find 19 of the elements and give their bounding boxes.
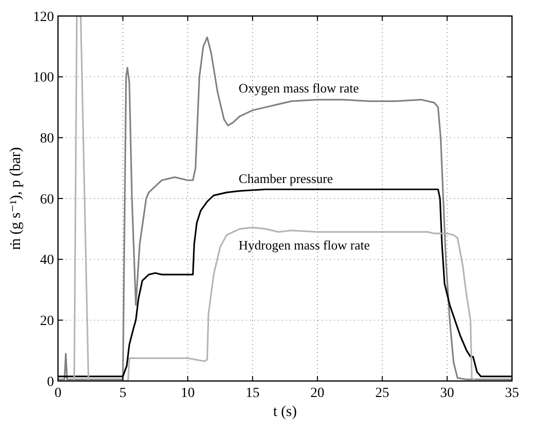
series-label: Chamber pressure	[238, 170, 334, 186]
x-tick-label: 20	[310, 386, 324, 401]
y-tick-label: 120	[33, 10, 54, 25]
y-tick-label: 80	[40, 132, 54, 147]
y-tick-label: 40	[40, 253, 54, 268]
y-tick-label: 20	[40, 314, 54, 330]
x-tick-label: 15	[246, 386, 260, 401]
x-tick-label: 10	[180, 386, 195, 401]
x-axis-title: t (s)	[273, 404, 297, 420]
series-label: Oxygen mass flow rate	[238, 80, 360, 96]
y-tick-label: 0	[47, 374, 54, 390]
x-tick-label: 30	[440, 386, 454, 401]
y-axis-title: ṁ (g s⁻¹), p (bar)	[8, 147, 24, 250]
x-tick-label: 25	[375, 386, 390, 401]
y-tick-label: 60	[40, 192, 54, 208]
y-tick-label: 100	[33, 70, 54, 86]
x-tick-label: 5	[119, 386, 126, 401]
series-label: Hydrogen mass flow rate	[238, 237, 370, 252]
x-tick-label: 35	[505, 386, 519, 401]
